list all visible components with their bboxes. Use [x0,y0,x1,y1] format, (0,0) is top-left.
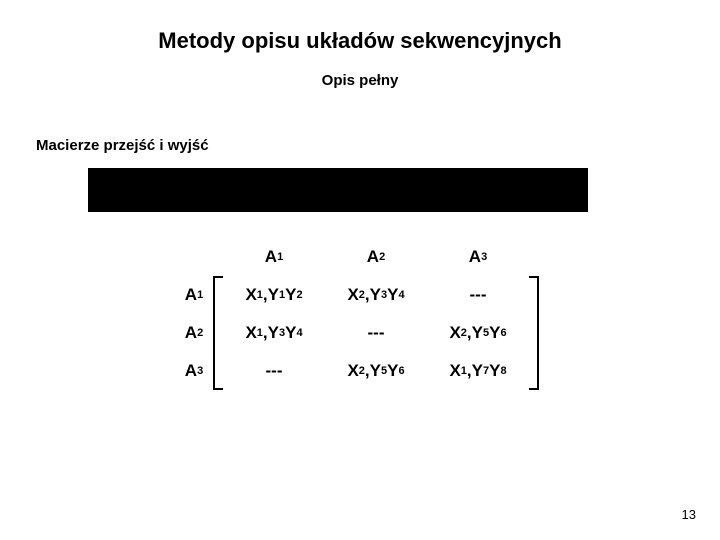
matrix-right-bracket [529,276,539,390]
black-redaction-bar [88,168,588,212]
section-heading: Macierze przejść i wyjść [0,89,720,154]
matrix-left-bracket [213,276,223,390]
row-label: A3 [175,352,213,390]
page-subtitle: Opis pełny [0,54,720,89]
matrix-cell: --- [325,314,427,352]
row-label-blank [175,238,213,276]
matrix-cell: X1,Y3Y4 [223,314,325,352]
transition-matrix: A1 A2 A3 A1 A2 A3 X1,Y1Y2 X2,Y3Y4 --- X1… [175,238,539,390]
matrix-cell: --- [223,352,325,390]
col-header: A2 [325,238,427,276]
page-title: Metody opisu układów sekwencyjnych [0,0,720,54]
page-number: 13 [682,507,696,522]
matrix-cell: X2,Y3Y4 [325,276,427,314]
col-header: A1 [223,238,325,276]
matrix-cell: X2,Y5Y6 [427,314,529,352]
row-label: A2 [175,314,213,352]
matrix-cell: X1,Y1Y2 [223,276,325,314]
matrix-cell: --- [427,276,529,314]
row-label: A1 [175,276,213,314]
matrix-row-labels: A1 A2 A3 [175,238,213,390]
col-header: A3 [427,238,529,276]
matrix-grid: A1 A2 A3 X1,Y1Y2 X2,Y3Y4 --- X1,Y3Y4 ---… [223,238,529,390]
matrix-cell: X2,Y5Y6 [325,352,427,390]
matrix-cell: X1,Y7Y8 [427,352,529,390]
